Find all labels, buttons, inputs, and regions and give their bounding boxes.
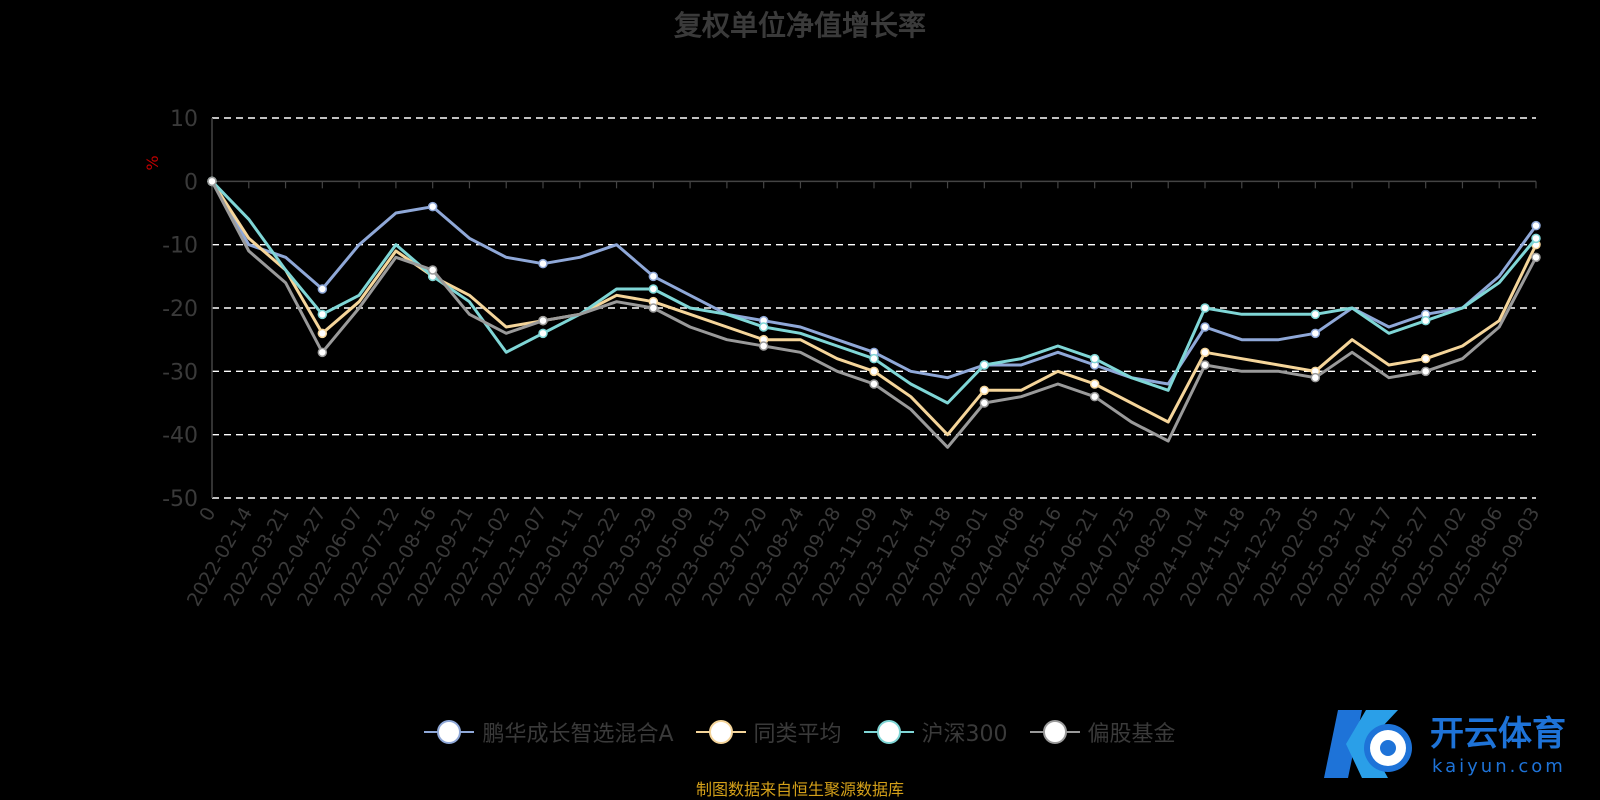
series-point bbox=[1089, 353, 1100, 364]
series-point bbox=[427, 201, 438, 212]
series-point bbox=[648, 303, 659, 313]
logo-text: 开云体育 bbox=[1430, 714, 1566, 754]
series-point bbox=[758, 341, 769, 351]
legend: 鹏华成长智选混合A 同类平均 沪深300 偏股基金 bbox=[0, 716, 1600, 748]
legend-item[interactable]: 偏股基金 bbox=[1029, 716, 1176, 748]
legend-label: 鹏华成长智选混合A bbox=[482, 722, 674, 747]
legend-label: 同类平均 bbox=[753, 722, 842, 747]
tick-labels: 100-10-20-30-40-50%02022-02-142022-03-21… bbox=[143, 107, 1544, 610]
series-point bbox=[1200, 303, 1210, 313]
y-tick-label: -20 bbox=[162, 297, 198, 322]
legend-swatch bbox=[863, 720, 914, 744]
series-point bbox=[1420, 353, 1431, 364]
series-point bbox=[979, 398, 990, 408]
x-tick-label: 0 bbox=[195, 504, 220, 525]
series-point bbox=[1089, 379, 1100, 389]
series-point bbox=[317, 347, 328, 358]
series-point bbox=[1310, 309, 1321, 320]
legend-swatch bbox=[424, 720, 475, 744]
y-tick-label: -30 bbox=[162, 360, 198, 385]
series-point bbox=[317, 284, 328, 294]
series-lines bbox=[207, 176, 1541, 449]
legend-item[interactable]: 同类平均 bbox=[695, 716, 842, 748]
line-chart: 100-10-20-30-40-50%02022-02-142022-03-21… bbox=[143, 107, 1544, 610]
series-point bbox=[979, 360, 990, 370]
series-point bbox=[427, 265, 438, 275]
series-point bbox=[1531, 220, 1541, 231]
series-point bbox=[869, 353, 879, 364]
y-axis-label: % bbox=[143, 155, 162, 170]
series-point bbox=[758, 322, 769, 332]
legend-item[interactable]: 鹏华成长智选混合A bbox=[424, 716, 674, 748]
chart-title: 复权单位净值增长率 bbox=[673, 9, 926, 42]
y-tick-label: 0 bbox=[184, 170, 198, 195]
series-point bbox=[648, 271, 659, 282]
series-point bbox=[1089, 391, 1100, 402]
y-tick-label: -40 bbox=[162, 424, 198, 449]
series-line bbox=[210, 180, 1538, 449]
y-tick-label: -50 bbox=[162, 487, 198, 512]
series-point bbox=[1420, 366, 1431, 377]
logo-subtext: kaiyun.com bbox=[1432, 756, 1566, 777]
axes bbox=[211, 118, 1537, 498]
y-tick-label: 10 bbox=[170, 107, 198, 132]
data-source-note: 制图数据来自恒生聚源数据库 bbox=[695, 780, 904, 799]
series-point bbox=[538, 315, 548, 326]
series-point bbox=[538, 328, 548, 339]
series-point bbox=[1200, 347, 1210, 358]
series-point bbox=[538, 258, 548, 269]
legend-swatch bbox=[695, 720, 746, 744]
series-point bbox=[869, 366, 879, 377]
legend-item[interactable]: 沪深300 bbox=[863, 716, 1008, 748]
series-point bbox=[317, 328, 328, 339]
kaiyun-logo bbox=[1324, 710, 1412, 778]
series-point bbox=[1310, 372, 1321, 383]
series-point bbox=[317, 309, 328, 320]
series-point bbox=[1420, 315, 1431, 326]
series-point bbox=[869, 379, 879, 389]
series-point bbox=[1531, 233, 1541, 244]
legend-swatch bbox=[1029, 720, 1080, 744]
series-point bbox=[979, 385, 990, 396]
series-point bbox=[648, 284, 659, 294]
series-point bbox=[1310, 328, 1321, 339]
series-point bbox=[1531, 252, 1541, 263]
legend-label: 偏股基金 bbox=[1087, 722, 1176, 747]
series-point bbox=[207, 176, 217, 187]
legend-label: 沪深300 bbox=[921, 722, 1008, 747]
grid-lines bbox=[212, 117, 1536, 499]
y-tick-label: -10 bbox=[162, 234, 198, 259]
series-point bbox=[1200, 322, 1210, 332]
series-point bbox=[1200, 360, 1210, 370]
